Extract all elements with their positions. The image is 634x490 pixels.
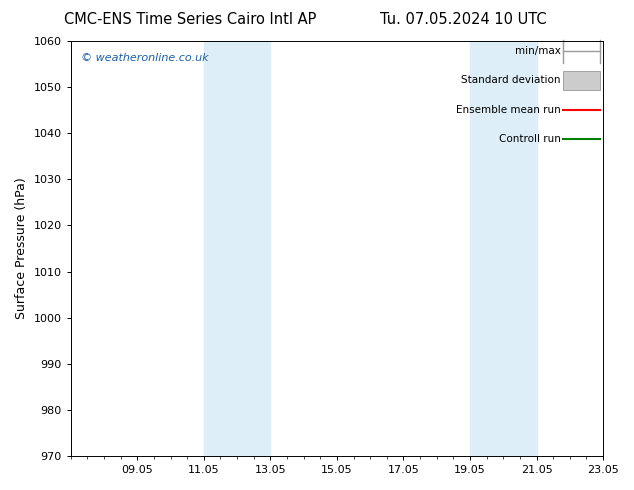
Text: min/max: min/max xyxy=(515,47,560,56)
Bar xyxy=(204,41,270,456)
Text: Controll run: Controll run xyxy=(499,134,560,144)
Y-axis label: Surface Pressure (hPa): Surface Pressure (hPa) xyxy=(15,178,28,319)
Text: Standard deviation: Standard deviation xyxy=(461,75,560,85)
Text: © weatheronline.co.uk: © weatheronline.co.uk xyxy=(81,53,209,64)
Text: CMC-ENS Time Series Cairo Intl AP: CMC-ENS Time Series Cairo Intl AP xyxy=(64,12,316,27)
Bar xyxy=(563,71,600,90)
Bar xyxy=(470,41,536,456)
Text: Ensemble mean run: Ensemble mean run xyxy=(456,104,560,115)
Text: Tu. 07.05.2024 10 UTC: Tu. 07.05.2024 10 UTC xyxy=(380,12,546,27)
